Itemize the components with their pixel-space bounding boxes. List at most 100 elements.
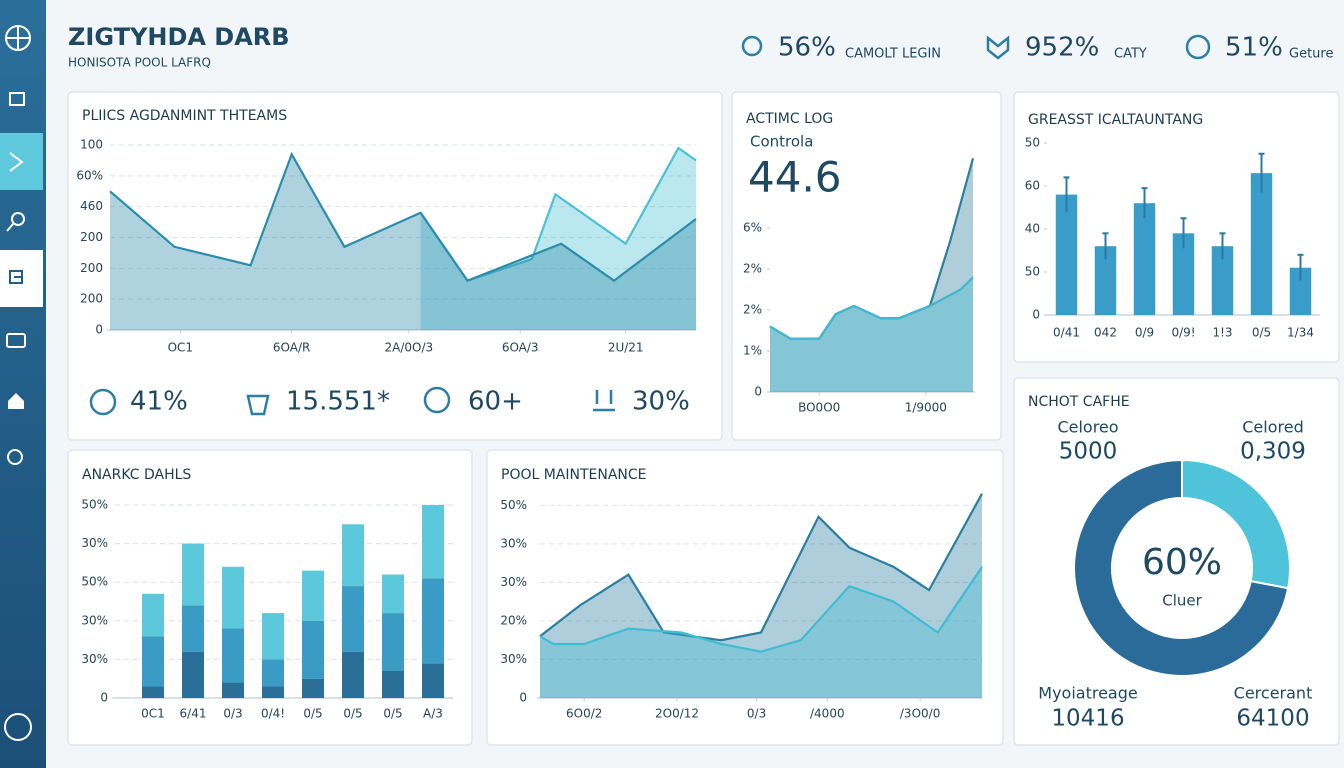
y-tick-label: 0 <box>100 691 108 705</box>
x-tick-label: 1/34 <box>1287 326 1314 340</box>
y-tick-label: 200 <box>80 261 103 275</box>
nav-arrow[interactable] <box>9 152 24 172</box>
stat-value: 51% <box>1225 33 1283 63</box>
stat-label: Myoiatreage <box>1038 684 1137 703</box>
bar-segment <box>302 570 324 621</box>
nav-home[interactable] <box>8 393 24 409</box>
panel-subtitle: Controla <box>750 133 813 151</box>
header-title: ZIGTYHDA DARB <box>68 23 290 51</box>
y-tick-label: 460 <box>80 199 103 213</box>
area <box>420 148 696 330</box>
y-tick-label: 30% <box>81 652 108 666</box>
bar-segment <box>382 613 404 671</box>
x-tick-label: 1/9000 <box>905 401 947 415</box>
donut-slice <box>1073 458 1290 677</box>
nav-search[interactable] <box>6 212 25 232</box>
x-tick-label: 2A/0O/3 <box>385 341 434 355</box>
x-tick-label: 0C1 <box>141 707 165 721</box>
x-tick-label: 0/3 <box>223 707 242 721</box>
y-tick-label: 0 <box>1032 308 1040 322</box>
bar-segment <box>302 620 324 679</box>
line <box>539 493 983 642</box>
bar-segment <box>342 524 364 587</box>
x-tick-label: 1!3 <box>1212 326 1232 340</box>
panel-title: POOL MAINTENANCE <box>501 467 647 483</box>
line <box>769 276 974 340</box>
y-tick-label: 0 <box>754 385 762 399</box>
y-tick-label: 100 <box>80 138 103 152</box>
nav-list[interactable] <box>9 92 25 106</box>
bar <box>1250 173 1273 315</box>
panel-title: ANARKC DAHLS <box>82 467 191 483</box>
x-tick-label: 6OA/3 <box>502 341 539 355</box>
stat-label: CATY <box>1114 47 1147 62</box>
stat-value: 5000 <box>1059 439 1118 465</box>
donut-center-label: Cluer <box>1162 592 1202 610</box>
stat-value: 10416 <box>1051 706 1124 732</box>
bar-segment <box>182 651 204 698</box>
panel-title: GREASST ICALTAUNTANG <box>1028 112 1203 128</box>
x-tick-label: 6O0/2 <box>566 707 602 721</box>
bar <box>1172 233 1195 315</box>
stat-icon <box>741 35 763 57</box>
bar <box>1289 267 1312 315</box>
x-tick-label: 0/4! <box>261 707 285 721</box>
bar <box>1094 246 1117 315</box>
bar <box>1211 246 1234 315</box>
y-tick-label: 200 <box>80 230 103 244</box>
bar-segment <box>262 659 284 687</box>
bar-segment <box>302 678 324 698</box>
y-tick-label: 50 <box>1025 136 1040 150</box>
y-tick-label: 0 <box>519 691 527 705</box>
x-tick-label: 0/5 <box>1252 326 1271 340</box>
nav-clock[interactable] <box>7 449 23 465</box>
y-tick-label: 50% <box>500 498 527 512</box>
y-tick-label: 30% <box>81 613 108 627</box>
panel <box>1013 377 1340 746</box>
x-tick-label: 0/5 <box>383 707 402 721</box>
x-tick-label: 042 <box>1094 326 1117 340</box>
line <box>109 151 697 283</box>
y-tick-label: 20% <box>500 613 527 627</box>
bar-segment <box>222 566 244 629</box>
header-subtitle: HONISOTA POOL LAFRQ <box>68 56 211 70</box>
kpi-icons <box>89 386 615 416</box>
y-tick-label: 6% <box>743 221 762 235</box>
top-stats: 56% CAMOLT LEGIN 952% CATY 51% Geture <box>741 33 1333 63</box>
area <box>540 493 982 698</box>
stat-label: Cercerant <box>1234 684 1313 703</box>
panel <box>67 449 473 746</box>
stat-label: Celoreo <box>1057 418 1118 437</box>
y-tick-label: 2% <box>743 303 762 317</box>
bar-segment <box>342 586 364 652</box>
panel <box>731 91 1002 441</box>
x-tick-label: A/3 <box>423 707 443 721</box>
sidebar <box>0 0 46 768</box>
nav-globe[interactable] <box>5 25 31 51</box>
area <box>770 277 973 392</box>
x-tick-label: OC1 <box>168 341 193 355</box>
bar <box>1133 203 1156 315</box>
panel <box>67 91 723 441</box>
stat-icon <box>1185 34 1211 60</box>
area <box>110 154 696 330</box>
x-tick-label: 6/41 <box>180 707 207 721</box>
x-tick-label: BO0O0 <box>798 401 840 415</box>
y-tick-label: 50 <box>1025 265 1040 279</box>
kpi-value: 30% <box>632 387 690 417</box>
x-tick-label: 0/41 <box>1053 326 1080 340</box>
x-tick-label: /4000 <box>810 707 845 721</box>
y-tick-label: 50% <box>81 498 108 512</box>
nav-g[interactable] <box>9 270 23 284</box>
stat-value: 56% <box>778 33 836 63</box>
x-tick-label: 2O0/12 <box>655 707 699 721</box>
y-tick-label: 60 <box>1025 179 1040 193</box>
nav-heart[interactable] <box>4 713 32 741</box>
nav-chat[interactable] <box>6 333 26 348</box>
panel-title: ACTIMC LOG <box>746 111 833 127</box>
stat-value: 0,309 <box>1240 439 1306 465</box>
bar-segment <box>262 686 284 698</box>
panel-title: PLIICS AGDANMINT THTEAMS <box>82 108 287 124</box>
y-tick-label: 50% <box>81 575 108 589</box>
